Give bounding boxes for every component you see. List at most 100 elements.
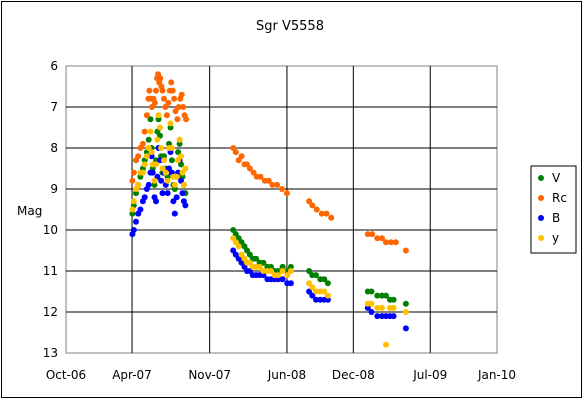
data-point-B xyxy=(260,272,267,279)
data-point-B xyxy=(159,190,166,197)
data-point-V xyxy=(133,190,139,197)
data-point-Rc xyxy=(232,149,239,156)
x-axis-tick-labels: Oct-06 Apr-07 Nov-07 Jun-08 Dec-08 Jul-09 Jan-… xyxy=(46,368,516,382)
data-point-y xyxy=(287,268,294,274)
data-point-V xyxy=(279,263,286,270)
data-point-Rc xyxy=(257,173,264,180)
data-point-Rc xyxy=(143,112,150,119)
data-point-y xyxy=(171,181,178,188)
data-point-y xyxy=(157,124,163,131)
data-point-Rc xyxy=(163,112,170,119)
data-point-Rc xyxy=(178,91,185,98)
data-point-y xyxy=(180,181,187,188)
data-point-V xyxy=(402,300,409,307)
data-point-Rc xyxy=(328,214,335,221)
data-point-Rc xyxy=(153,87,159,94)
data-point-y xyxy=(135,181,142,188)
data-point-V xyxy=(390,296,397,303)
data-point-y xyxy=(148,149,155,156)
data-point-y xyxy=(309,284,316,291)
data-point-V xyxy=(368,288,375,295)
legend-marker-B xyxy=(538,215,544,221)
data-point-y xyxy=(368,300,375,307)
data-point-y xyxy=(402,309,409,315)
y-tick-label: 6 xyxy=(50,59,58,73)
data-point-B xyxy=(170,198,177,205)
data-point-Rc xyxy=(269,181,276,188)
legend-label-V: V xyxy=(552,171,561,185)
data-point-B xyxy=(309,292,316,299)
data-point-Rc xyxy=(306,198,313,205)
legend-marker-y xyxy=(538,235,544,241)
data-point-y xyxy=(383,341,389,348)
x-tick-label: Nov-07 xyxy=(188,368,231,382)
data-point-Rc xyxy=(278,186,285,192)
data-point-B xyxy=(145,181,152,188)
data-point-Rc xyxy=(130,169,137,176)
x-tick-label: Jun-08 xyxy=(267,368,306,382)
data-point-Rc xyxy=(392,239,399,246)
data-point-Rc xyxy=(146,87,153,94)
y-axis-label: Mag xyxy=(17,204,42,218)
data-point-y xyxy=(154,136,161,143)
data-point-Rc xyxy=(135,153,142,160)
data-point-Rc xyxy=(383,239,389,246)
data-point-y xyxy=(256,263,263,270)
data-point-V xyxy=(253,255,260,262)
data-point-V xyxy=(168,157,175,164)
data-point-Rc xyxy=(165,99,172,106)
data-point-Rc xyxy=(379,235,385,242)
chart-title: Sgr V5558 xyxy=(256,19,324,34)
series-Rc-points xyxy=(129,71,409,254)
data-point-Rc xyxy=(402,247,409,254)
data-point-B xyxy=(324,296,331,303)
data-point-y xyxy=(141,161,148,168)
data-point-B xyxy=(130,227,137,233)
data-point-y xyxy=(155,112,162,119)
data-point-Rc xyxy=(169,87,176,94)
data-point-y xyxy=(153,161,159,168)
data-point-B xyxy=(275,276,282,283)
data-point-Rc xyxy=(274,181,281,188)
data-point-y xyxy=(268,268,274,274)
data-point-V xyxy=(260,259,267,266)
data-point-Rc xyxy=(250,169,257,176)
data-point-B xyxy=(179,190,186,197)
data-point-B xyxy=(313,296,319,303)
data-point-y xyxy=(139,169,146,176)
x-tick-label: Jan-10 xyxy=(477,368,516,382)
legend-label-B: B xyxy=(552,211,560,225)
data-point-Rc xyxy=(246,165,253,172)
data-point-Rc xyxy=(323,210,330,217)
data-point-y xyxy=(130,198,137,205)
data-point-Rc xyxy=(175,104,182,110)
data-point-y xyxy=(284,272,291,279)
data-point-V xyxy=(268,263,274,270)
data-point-B xyxy=(390,313,397,320)
y-tick-label: 10 xyxy=(43,223,58,237)
data-point-V xyxy=(151,181,158,188)
data-point-B xyxy=(137,206,144,213)
x-tick-label: Dec-08 xyxy=(332,368,375,382)
data-point-Rc xyxy=(168,79,175,86)
data-point-y xyxy=(159,165,166,172)
data-point-Rc xyxy=(141,128,148,135)
data-point-V xyxy=(324,280,331,287)
data-point-B xyxy=(158,177,165,184)
legend-marker-Rc xyxy=(538,195,544,201)
data-point-B xyxy=(306,288,313,295)
y-tick-label: 12 xyxy=(43,305,58,319)
data-point-y xyxy=(313,288,319,295)
y-tick-label: 8 xyxy=(50,141,58,155)
data-point-V xyxy=(176,140,183,147)
data-point-Rc xyxy=(309,202,316,209)
data-point-y xyxy=(324,292,331,299)
data-point-y xyxy=(162,169,169,176)
data-point-y xyxy=(173,173,180,180)
data-point-B xyxy=(133,218,139,225)
data-points xyxy=(129,71,409,348)
data-point-B xyxy=(148,153,155,160)
data-point-V xyxy=(306,268,313,274)
y-tick-label: 7 xyxy=(50,100,58,114)
